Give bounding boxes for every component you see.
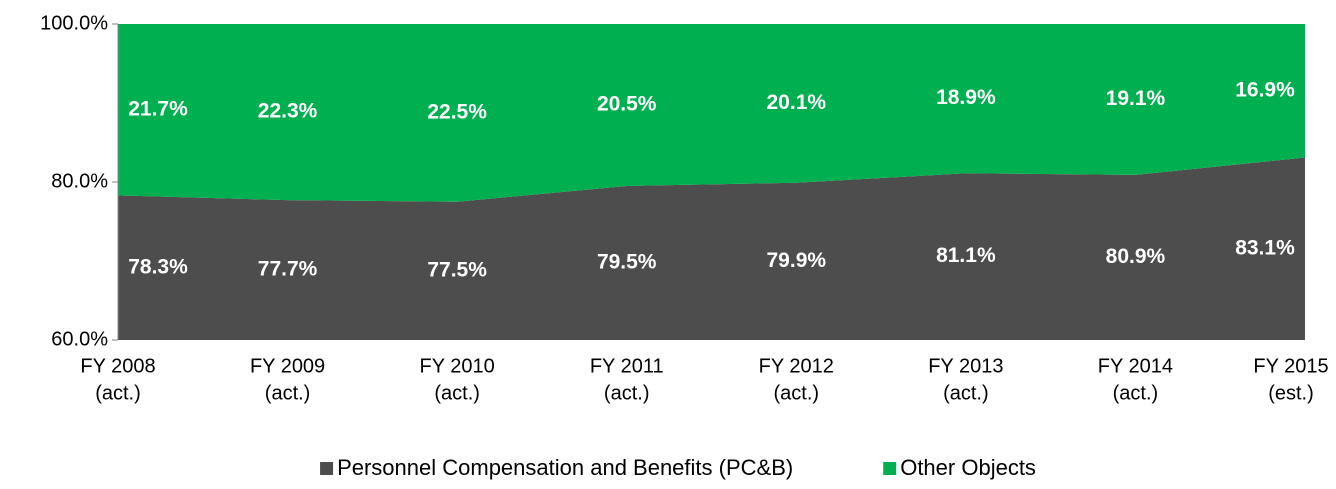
- x-tick-label: (act.): [434, 382, 480, 404]
- x-tick-label: (est.): [1268, 382, 1314, 404]
- data-label: 78.3%: [128, 255, 188, 278]
- data-label: 18.9%: [936, 86, 996, 109]
- x-tick-label: (act.): [265, 382, 311, 404]
- data-label: 79.9%: [767, 249, 827, 272]
- x-tick-label: (act.): [604, 382, 650, 404]
- x-tick-label: (act.): [774, 382, 820, 404]
- legend-swatch: [320, 462, 334, 475]
- data-label: 77.5%: [427, 258, 487, 281]
- x-tick-label: FY 2009: [250, 355, 325, 377]
- x-tick-label: FY 2014: [1098, 355, 1173, 377]
- legend: Personnel Compensation and Benefits (PC&…: [320, 455, 1036, 480]
- data-label: 16.9%: [1235, 78, 1295, 101]
- legend-label: Personnel Compensation and Benefits (PC&…: [337, 455, 793, 480]
- data-label: 20.1%: [767, 91, 827, 114]
- x-tick-label: FY 2015: [1253, 355, 1328, 377]
- data-label: 80.9%: [1106, 245, 1166, 268]
- data-label: 21.7%: [128, 97, 188, 120]
- legend-swatch: [883, 462, 897, 475]
- y-tick-label: 60.0%: [51, 328, 108, 350]
- x-tick-label: (act.): [95, 382, 141, 404]
- x-tick-label: FY 2011: [590, 355, 664, 377]
- legend-label: Other Objects: [900, 455, 1036, 480]
- x-tick-label: FY 2010: [420, 355, 495, 377]
- x-tick-label: FY 2008: [80, 355, 155, 377]
- area: [118, 24, 1305, 202]
- area: [118, 157, 1305, 340]
- data-label: 79.5%: [597, 251, 657, 274]
- data-label: 81.1%: [936, 244, 996, 267]
- y-tick-label: 100.0%: [40, 12, 108, 34]
- data-label: 20.5%: [597, 93, 657, 116]
- data-label: 77.7%: [258, 258, 318, 281]
- data-label: 19.1%: [1106, 87, 1166, 110]
- data-label: 22.5%: [427, 100, 487, 123]
- x-tick-label: FY 2012: [759, 355, 834, 377]
- data-label: 22.3%: [258, 100, 318, 123]
- x-tick-label: FY 2013: [928, 355, 1003, 377]
- y-tick-label: 80.0%: [51, 170, 108, 192]
- x-tick-label: (act.): [943, 382, 989, 404]
- data-label: 83.1%: [1235, 236, 1295, 259]
- x-tick-label: (act.): [1113, 382, 1159, 404]
